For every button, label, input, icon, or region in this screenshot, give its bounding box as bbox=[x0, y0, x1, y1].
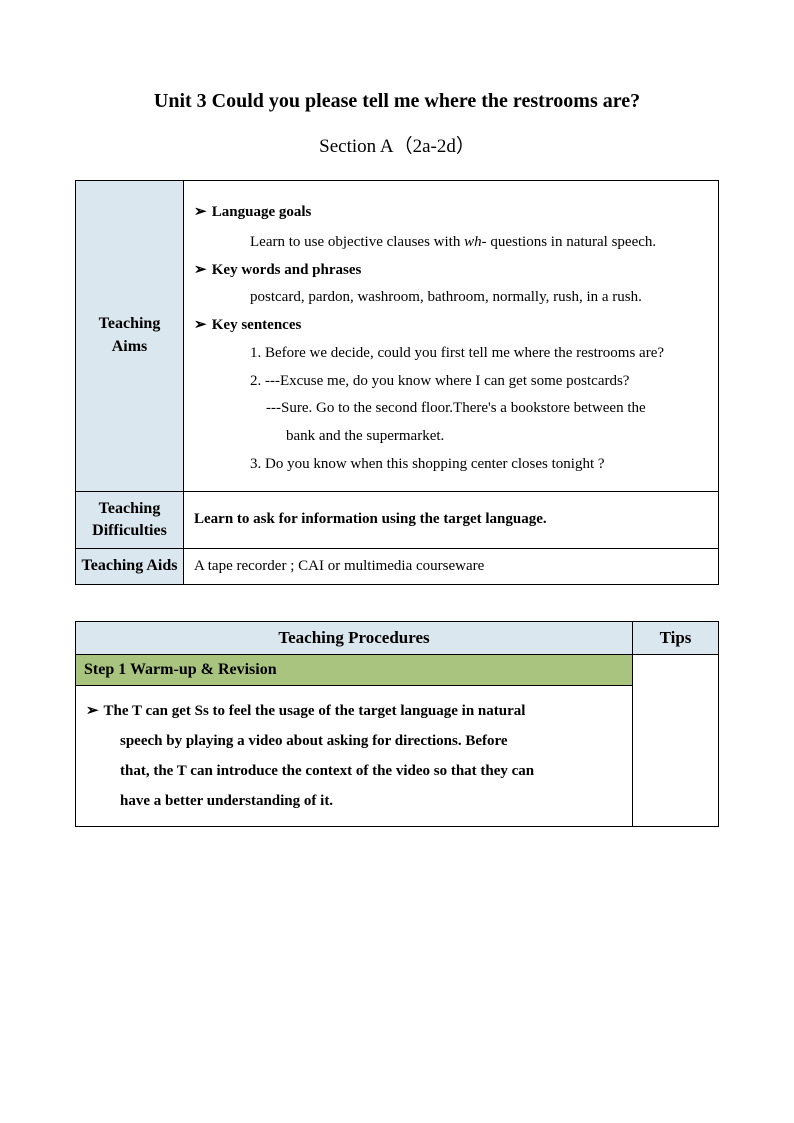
lang-goals-text-2: questions in natural speech. bbox=[487, 234, 657, 250]
teaching-aims-content: ➢ Language goals Learn to use objective … bbox=[184, 181, 719, 492]
table-row: Teaching Difficulties Learn to ask for i… bbox=[76, 491, 719, 549]
table-row: ➢ The T can get Ss to feel the usage of … bbox=[76, 685, 719, 826]
table-row: Teaching Aims ➢ Language goals Learn to … bbox=[76, 181, 719, 492]
page-container: Unit 3 Could you please tell me where th… bbox=[0, 0, 794, 887]
teaching-info-table: Teaching Aims ➢ Language goals Learn to … bbox=[75, 180, 719, 585]
keysentences-head: Key sentences bbox=[212, 317, 302, 333]
triangle-bullet-icon: ➢ bbox=[86, 696, 100, 726]
procedures-table: Teaching Procedures Tips Step 1 Warm-up … bbox=[75, 621, 719, 827]
triangle-bullet-icon: ➢ bbox=[194, 199, 208, 227]
section-subtitle: Section A（2a-2d） bbox=[75, 131, 719, 158]
teaching-difficulties-content: Learn to ask for information using the t… bbox=[184, 491, 719, 549]
tips-cell bbox=[633, 654, 719, 826]
lang-goals-text-1: Learn to use objective clauses with bbox=[250, 234, 464, 250]
teaching-aids-content: A tape recorder ; CAI or multimedia cour… bbox=[184, 549, 719, 584]
unit-title: Unit 3 Could you please tell me where th… bbox=[75, 90, 719, 113]
triangle-bullet-icon: ➢ bbox=[194, 257, 208, 285]
tips-header: Tips bbox=[633, 621, 719, 654]
sentence-1: 1. Before we decide, could you first tel… bbox=[250, 345, 664, 361]
sentence-2: 2. ---Excuse me, do you know where I can… bbox=[250, 373, 629, 389]
proc-line-2: speech by playing a video about asking f… bbox=[86, 726, 618, 756]
language-goals-head: Language goals bbox=[212, 204, 312, 220]
teaching-difficulties-label: Teaching Difficulties bbox=[76, 491, 184, 549]
proc-line-1: The T can get Ss to feel the usage of th… bbox=[103, 703, 525, 719]
triangle-bullet-icon: ➢ bbox=[194, 312, 208, 340]
keywords-body: postcard, pardon, washroom, bathroom, no… bbox=[250, 289, 642, 305]
table-row: Step 1 Warm-up & Revision bbox=[76, 654, 719, 685]
lang-goals-italic: wh- bbox=[464, 234, 487, 250]
sentence-2c: bank and the supermarket. bbox=[286, 428, 444, 444]
proc-line-3: that, the T can introduce the context of… bbox=[86, 756, 618, 786]
procedures-header: Teaching Procedures bbox=[76, 621, 633, 654]
sentence-2b: ---Sure. Go to the second floor.There's … bbox=[266, 400, 646, 416]
step-1-header: Step 1 Warm-up & Revision bbox=[76, 654, 633, 685]
step-1-content: ➢ The T can get Ss to feel the usage of … bbox=[76, 685, 633, 826]
table-row: Teaching Aids A tape recorder ; CAI or m… bbox=[76, 549, 719, 584]
teaching-aids-label: Teaching Aids bbox=[76, 549, 184, 584]
table-row: Teaching Procedures Tips bbox=[76, 621, 719, 654]
proc-line-4: have a better understanding of it. bbox=[86, 786, 618, 816]
keywords-head: Key words and phrases bbox=[212, 262, 362, 278]
sentence-3: 3. Do you know when this shopping center… bbox=[250, 456, 605, 472]
teaching-aims-label: Teaching Aims bbox=[76, 181, 184, 492]
spacer bbox=[75, 585, 719, 621]
